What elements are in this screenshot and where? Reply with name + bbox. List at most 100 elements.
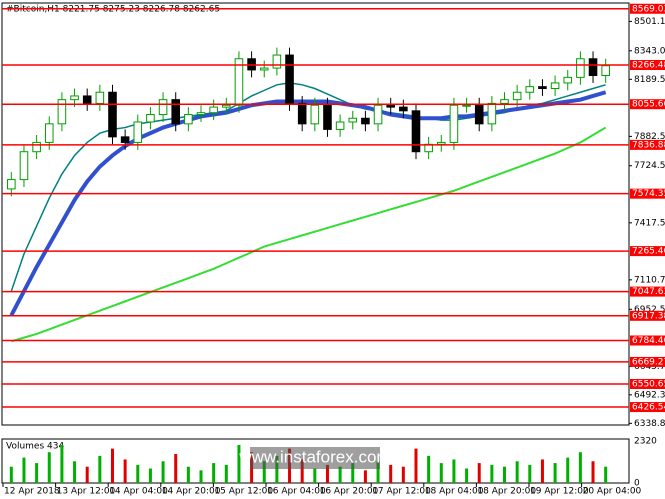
volume-bar [98, 455, 102, 483]
candle-body [222, 104, 231, 108]
level-tag [630, 310, 665, 321]
volume-bar [47, 452, 51, 483]
candle-body [348, 117, 358, 123]
candle-body [361, 117, 370, 125]
x-tick-label: 17 Apr 12:00 [372, 487, 431, 497]
volume-bar [566, 457, 570, 483]
moving-average [9, 90, 607, 317]
level-tag [630, 3, 665, 14]
candle-body [171, 99, 181, 125]
volume-bar [199, 470, 203, 483]
y-tick-label: 7110.75 [634, 275, 665, 285]
volume-bar [452, 459, 456, 483]
candle-body [512, 91, 522, 101]
candle-body [108, 91, 117, 138]
volume-bar [161, 461, 165, 483]
volume-bar [578, 452, 582, 483]
candle-body [310, 104, 320, 125]
candle-body [449, 104, 459, 143]
candle-body [44, 123, 54, 143]
level-tag [630, 99, 665, 110]
candle-body [32, 141, 41, 153]
volume-bar [515, 461, 519, 483]
price-frame [1, 2, 630, 426]
volume-bar [401, 466, 405, 483]
candle-body [146, 114, 155, 123]
candle-body [474, 104, 484, 125]
x-tick-label: 16 Apr 04:00 [267, 487, 326, 497]
level-label: 7265.46 [632, 247, 665, 257]
level-tag [630, 356, 665, 367]
candle-body [335, 121, 345, 130]
volume-bar [186, 466, 190, 483]
volume-bar [325, 464, 329, 483]
candle-body [563, 76, 573, 84]
level-tag [630, 60, 665, 71]
volume-bar [174, 454, 178, 483]
y-tick-label: 7417.55 [634, 218, 665, 228]
candle-body [487, 102, 497, 125]
volume-bar [465, 468, 469, 483]
candle-body [588, 58, 598, 77]
candle-body [82, 95, 92, 104]
volume-bar [389, 464, 393, 483]
volume-bar [262, 461, 266, 483]
candle-body [500, 99, 509, 104]
volume-bar [591, 461, 595, 483]
volume-bar [85, 466, 89, 483]
candle-body [209, 106, 218, 114]
volume-bar [224, 464, 228, 483]
volume-bar [300, 459, 304, 483]
candle-body [234, 58, 244, 106]
x-tick-label: 18 Apr 20:00 [477, 487, 536, 497]
y-tick-label: 6952.55 [634, 305, 665, 315]
candle-body [297, 102, 307, 125]
candle-body [259, 67, 269, 71]
volume-bar [338, 466, 342, 483]
level-tag [630, 139, 665, 150]
level-label: 7836.88 [632, 140, 665, 150]
volume-bar [439, 463, 443, 483]
level-label: 8569.03 [632, 4, 665, 14]
level-label: 8055.66 [632, 100, 665, 110]
level-tag [630, 246, 665, 257]
candle-body [95, 91, 105, 104]
volume-bar [136, 464, 140, 483]
x-tick-label: 20 Apr 04:00 [583, 487, 642, 497]
candle-body [373, 104, 383, 125]
volume-bar [9, 466, 13, 483]
x-tick-label: 14 Apr 04:00 [109, 487, 168, 497]
volume-bar [35, 463, 39, 483]
candle-body [70, 95, 79, 101]
candle-body [158, 99, 168, 116]
volume-bar [22, 457, 26, 483]
volume-bar [313, 468, 317, 483]
candle-body [411, 110, 421, 153]
volume-bar [275, 455, 279, 483]
volume-bar [604, 466, 608, 483]
level-label: 6784.46 [632, 336, 665, 346]
moving-average [11, 126, 607, 343]
volume-bar [477, 463, 481, 483]
volume-bar [351, 463, 355, 483]
level-label: 6550.65 [632, 379, 665, 389]
volume-bar [60, 444, 64, 483]
volume-bar [363, 470, 367, 483]
volume-bar [414, 448, 418, 483]
volume-title: Volumes 434 [6, 442, 64, 452]
candle-body [601, 65, 610, 77]
volume-tick-label: 0 [634, 479, 640, 489]
candle-body [120, 136, 130, 143]
level-tag [630, 188, 665, 199]
level-label: 8266.48 [632, 61, 665, 71]
volume-bar [376, 461, 380, 483]
x-tick-label: 15 Apr 12:00 [214, 487, 273, 497]
volume-bar [553, 463, 557, 483]
candle-body [19, 151, 29, 181]
volume-bar [503, 466, 507, 483]
candle-body [272, 54, 282, 69]
level-tag [630, 286, 665, 297]
